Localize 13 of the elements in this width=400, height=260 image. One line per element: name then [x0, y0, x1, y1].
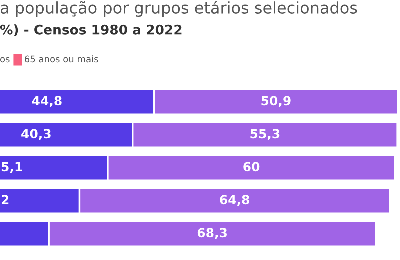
data-label: 44,8	[32, 96, 62, 108]
data-label: 60	[244, 162, 260, 172]
data-label: 68,3	[198, 228, 227, 240]
legend-label: 65 anos ou mais	[25, 56, 98, 63]
data-label: 64,8	[220, 195, 250, 206]
annotation: 2	[2, 195, 9, 204]
data-label: 50,9	[262, 96, 291, 108]
chart-subtitle: %) - Censos 1980 a 2022	[0, 24, 182, 36]
chart-title: a população por grupos etários selecionados	[0, 0, 358, 18]
data-label: 55,3	[250, 129, 280, 140]
data-label: 40,3	[22, 129, 51, 140]
text: os	[0, 57, 10, 63]
annotation: 5,1	[2, 162, 22, 174]
